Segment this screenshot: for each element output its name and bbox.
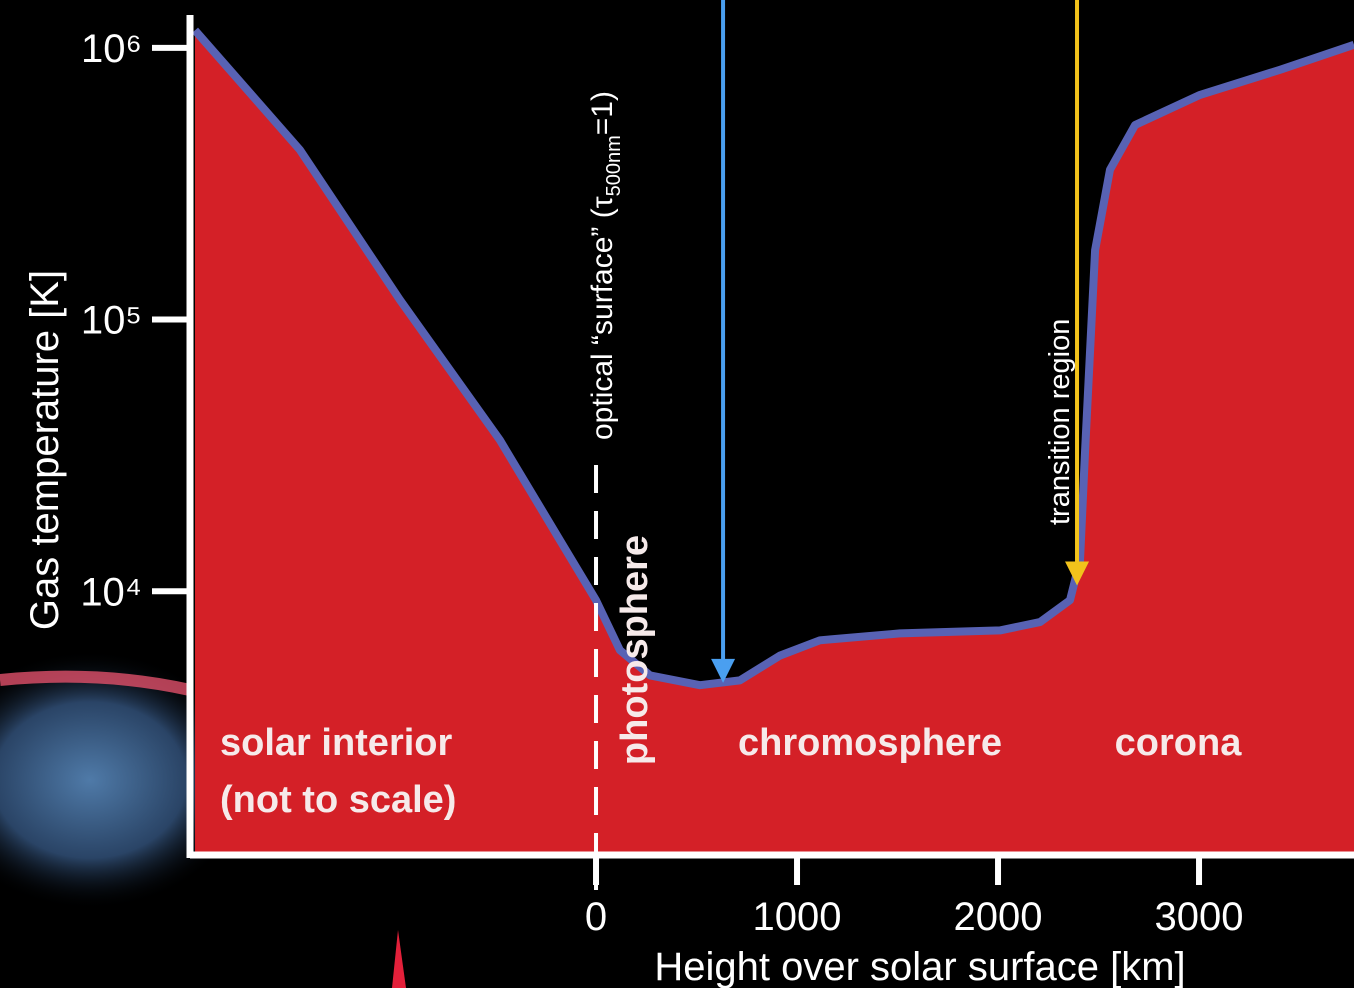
x-axis-title: Height over solar surface [km] <box>654 945 1185 988</box>
surface-label-part: 500nm <box>603 135 625 196</box>
x-tick-label: 3000 <box>1155 895 1244 939</box>
region-label: photosphere <box>614 535 656 765</box>
page: optical “surface” (τ500nm=1) transition r… <box>0 0 1354 988</box>
y-tick-label: 10⁶ <box>81 27 142 71</box>
surface-label-part: optical “surface” (τ <box>586 196 619 440</box>
region-label: solar interior <box>220 722 452 764</box>
chart: optical “surface” (τ500nm=1) transition r… <box>0 0 1354 988</box>
background-spike <box>392 930 406 988</box>
surface-label-part: =1) <box>586 91 619 135</box>
y-tick-label: 10⁵ <box>81 299 142 343</box>
y-tick-label: 10⁴ <box>80 570 142 614</box>
region-label: (not to scale) <box>220 779 456 821</box>
arrow-label: transition region <box>1044 319 1076 525</box>
x-tick-label: 2000 <box>954 895 1043 939</box>
region-label: chromosphere <box>738 722 1002 764</box>
region-label: corona <box>1115 722 1243 764</box>
x-tick-label: 1000 <box>753 895 842 939</box>
y-axis-title: Gas temperature [K] <box>23 270 67 630</box>
x-tick-label: 0 <box>585 895 607 939</box>
surface-label: optical “surface” (τ500nm=1) <box>586 91 625 440</box>
